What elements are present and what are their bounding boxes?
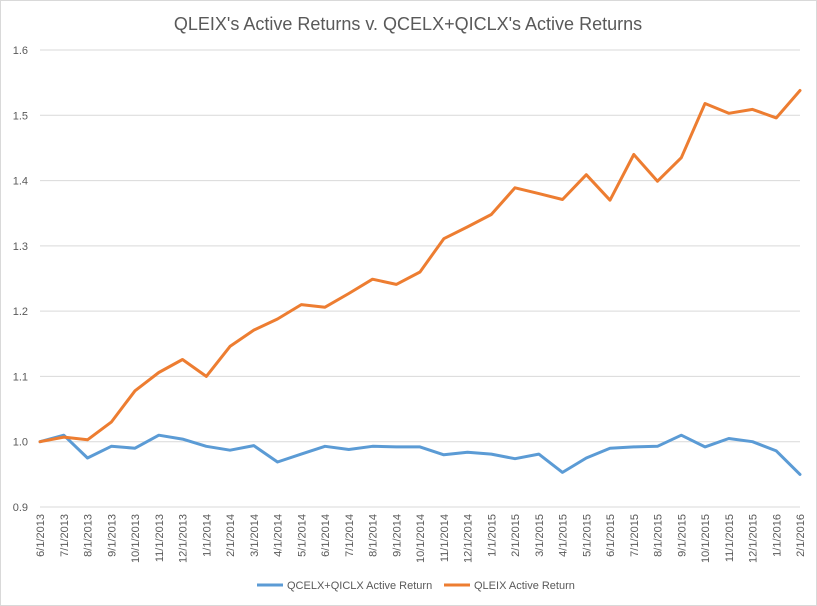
x-tick-label: 3/1/2014 [249,514,261,557]
x-tick-label: 12/1/2015 [748,514,760,563]
chart-title: QLEIX's Active Returns v. QCELX+QICLX's … [174,14,642,34]
x-tick-label: 1/1/2015 [486,514,498,557]
x-tick-label: 8/1/2014 [368,514,380,557]
legend-label: QLEIX Active Return [474,580,575,592]
x-tick-label: 9/1/2015 [676,514,688,557]
x-tick-label: 6/1/2013 [35,514,47,557]
x-tick-label: 9/1/2013 [106,514,118,557]
x-tick-label: 11/1/2014 [439,514,451,562]
y-tick-label: 1.0 [13,437,28,449]
y-tick-label: 1.6 [13,45,28,57]
legend: QCELX+QICLX Active Return QLEIX Active Re… [257,580,575,592]
legend-label: QCELX+QICLX Active Return [287,580,432,592]
x-tick-label: 4/1/2014 [273,514,285,557]
x-axis: 6/1/2013 7/1/2013 8/1/2013 9/1/2013 10/1/201… [35,514,807,563]
x-tick-label: 4/1/2015 [558,514,570,557]
x-tick-label: 3/1/2015 [534,514,546,557]
y-tick-label: 1.4 [13,176,28,188]
x-tick-label: 2/1/2015 [510,514,522,557]
x-tick-label: 7/1/2014 [344,514,356,557]
y-tick-label: 1.5 [13,110,28,122]
x-tick-label: 6/1/2014 [320,514,332,557]
x-tick-label: 1/1/2014 [201,514,213,557]
x-tick-label: 8/1/2015 [653,514,665,557]
y-tick-label: 1.1 [13,371,28,383]
x-tick-label: 10/1/2014 [415,514,427,563]
x-tick-label: 5/1/2015 [581,514,593,557]
x-tick-label: 10/1/2015 [700,514,712,563]
x-tick-label: 9/1/2014 [391,514,403,557]
x-tick-label: 7/1/2013 [59,514,71,557]
x-tick-label: 12/1/2013 [178,514,190,563]
x-tick-label: 2/1/2014 [225,514,237,557]
x-tick-label: 10/1/2013 [130,514,142,563]
y-axis: 0.9 1.0 1.1 1.2 1.3 1.4 1.5 1.6 [13,45,28,514]
x-tick-label: 12/1/2014 [463,514,475,563]
series-line-2 [38,89,802,444]
series-line-1 [38,433,802,476]
x-tick-label: 11/1/2013 [154,514,166,562]
y-tick-label: 0.9 [13,502,28,514]
series-lines [38,89,802,476]
y-tick-label: 1.2 [13,306,28,318]
x-tick-label: 2/1/2016 [795,514,807,557]
gridlines [40,49,800,508]
x-tick-label: 8/1/2013 [83,514,95,557]
x-tick-label: 7/1/2015 [629,514,641,557]
x-tick-label: 5/1/2014 [296,514,308,557]
x-tick-label: 11/1/2015 [724,514,736,562]
y-tick-label: 1.3 [13,241,28,253]
x-tick-label: 6/1/2015 [605,514,617,557]
x-tick-label: 1/1/2016 [771,514,783,557]
